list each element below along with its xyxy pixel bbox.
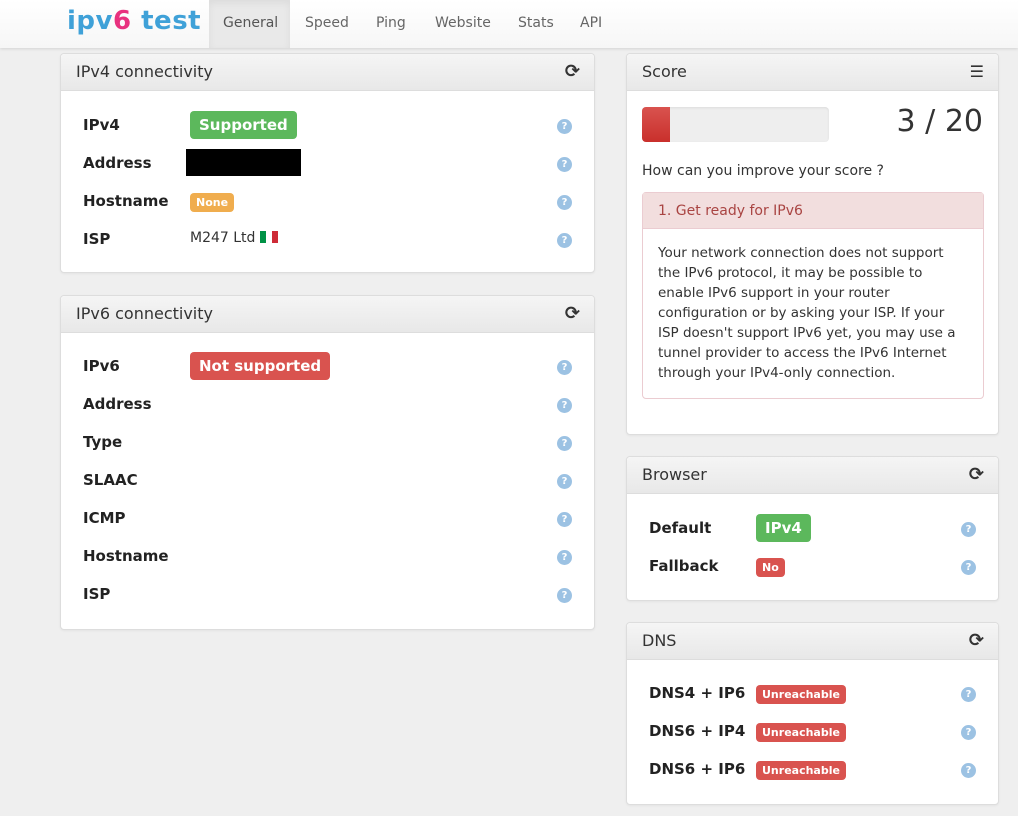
help-icon[interactable]: ? <box>557 512 572 527</box>
row-address: Address? <box>83 390 572 420</box>
list-icon[interactable]: ☰ <box>969 62 984 81</box>
row-ipv6: IPv6 Not supported? <box>83 352 572 382</box>
tab-website[interactable]: Website <box>435 15 491 31</box>
refresh-icon[interactable]: ⟳ <box>968 630 984 651</box>
ipv4-panel: IPv4 connectivity ⟳ IPv4 Supported? Addres… <box>60 53 595 273</box>
row-icmp: ICMP? <box>83 504 572 534</box>
status-badge: No <box>756 558 785 577</box>
status-badge: Supported <box>190 111 297 139</box>
status-badge: IPv4 <box>756 514 811 542</box>
label: Fallback <box>649 557 719 575</box>
status-badge: Not supported <box>190 352 331 380</box>
help-icon[interactable]: ? <box>557 588 572 603</box>
row-ipv4: IPv4 Supported? <box>83 111 572 141</box>
score-progress-fill <box>642 107 671 142</box>
tip-box: 1. Get ready for IPv6 Your network conne… <box>642 192 984 399</box>
label: IPv6 <box>83 357 120 375</box>
refresh-icon[interactable]: ⟳ <box>564 61 580 82</box>
dns-panel: DNS ⟳ DNS4 + IP6 Unreachable? DNS6 + IP4 Un… <box>626 622 999 805</box>
improve-text: How can you improve your score ? <box>642 163 884 179</box>
tab-ping[interactable]: Ping <box>376 15 406 31</box>
help-icon[interactable]: ? <box>961 763 976 778</box>
panel-title: DNS <box>642 631 677 650</box>
navbar: ipv6 test General Speed Ping Website Sta… <box>0 0 1018 48</box>
help-icon[interactable]: ? <box>557 474 572 489</box>
help-icon[interactable]: ? <box>961 687 976 702</box>
help-icon[interactable]: ? <box>557 119 572 134</box>
row-type: Type? <box>83 428 572 458</box>
label: DNS6 + IP4 <box>649 722 746 740</box>
label: DNS6 + IP6 <box>649 760 746 778</box>
score-progress-bar <box>642 107 829 142</box>
ipv6-panel: IPv6 connectivity ⟳ IPv6 Not supported? Ad… <box>60 295 595 630</box>
label: Hostname <box>83 192 169 210</box>
italy-flag-icon <box>259 231 278 243</box>
browser-panel: Browser ⟳ Default IPv4? Fallback No? <box>626 456 999 601</box>
tip-body: Your network connection does not support… <box>658 245 956 381</box>
label: Default <box>649 519 712 537</box>
row-dns6-ip6: DNS6 + IP6 Unreachable? <box>649 755 976 785</box>
logo[interactable]: ipv6 test <box>67 6 201 36</box>
tip-title: 1. Get ready for IPv6 <box>643 193 983 229</box>
status-badge: Unreachable <box>756 685 846 704</box>
tab-general[interactable]: General <box>209 0 290 48</box>
label: Address <box>83 395 152 413</box>
row-default: Default IPv4? <box>649 514 976 544</box>
help-icon[interactable]: ? <box>557 195 572 210</box>
help-icon[interactable]: ? <box>557 233 572 248</box>
row-slaac: SLAAC? <box>83 466 572 496</box>
tab-stats[interactable]: Stats <box>518 15 554 31</box>
label: Type <box>83 433 123 451</box>
score-value: 3 / 20 <box>896 104 983 139</box>
panel-title: Score <box>642 62 687 81</box>
help-icon[interactable]: ? <box>961 522 976 537</box>
row-hostname: Hostname? <box>83 542 572 572</box>
status-badge: Unreachable <box>756 761 846 780</box>
row-dns4-ip6: DNS4 + IP6 Unreachable? <box>649 679 976 709</box>
row-isp: ISP M247 Ltd ? <box>83 225 572 255</box>
redacted-address <box>186 149 301 176</box>
label: ISP <box>83 230 111 248</box>
row-fallback: Fallback No? <box>649 552 976 582</box>
label: ISP <box>83 585 111 603</box>
row-hostname: Hostname None? <box>83 187 572 217</box>
isp-value: M247 Ltd <box>190 230 256 246</box>
logo-six: 6 <box>112 6 132 36</box>
label: Hostname <box>83 547 169 565</box>
label: ICMP <box>83 509 126 527</box>
label: Address <box>83 154 152 172</box>
help-icon[interactable]: ? <box>961 560 976 575</box>
logo-text: ipv <box>67 6 113 36</box>
label: SLAAC <box>83 471 138 489</box>
tab-speed[interactable]: Speed <box>305 15 349 31</box>
row-address: Address? <box>83 149 572 179</box>
score-panel: Score ☰ 3 / 20 How can you improve your s… <box>626 53 999 435</box>
refresh-icon[interactable]: ⟳ <box>968 464 984 485</box>
help-icon[interactable]: ? <box>557 550 572 565</box>
label: DNS4 + IP6 <box>649 684 746 702</box>
panel-title: Browser <box>642 465 707 484</box>
help-icon[interactable]: ? <box>961 725 976 740</box>
row-isp: ISP? <box>83 580 572 610</box>
refresh-icon[interactable]: ⟳ <box>564 303 580 324</box>
help-icon[interactable]: ? <box>557 360 572 375</box>
row-dns6-ip4: DNS6 + IP4 Unreachable? <box>649 717 976 747</box>
help-icon[interactable]: ? <box>557 436 572 451</box>
panel-title: IPv6 connectivity <box>76 304 213 323</box>
panel-title: IPv4 connectivity <box>76 62 213 81</box>
help-icon[interactable]: ? <box>557 398 572 413</box>
help-icon[interactable]: ? <box>557 157 572 172</box>
hostname-badge: None <box>190 193 235 212</box>
tab-api[interactable]: API <box>580 15 603 31</box>
logo-text-test: test <box>131 6 202 36</box>
status-badge: Unreachable <box>756 723 846 742</box>
label: IPv4 <box>83 116 120 134</box>
